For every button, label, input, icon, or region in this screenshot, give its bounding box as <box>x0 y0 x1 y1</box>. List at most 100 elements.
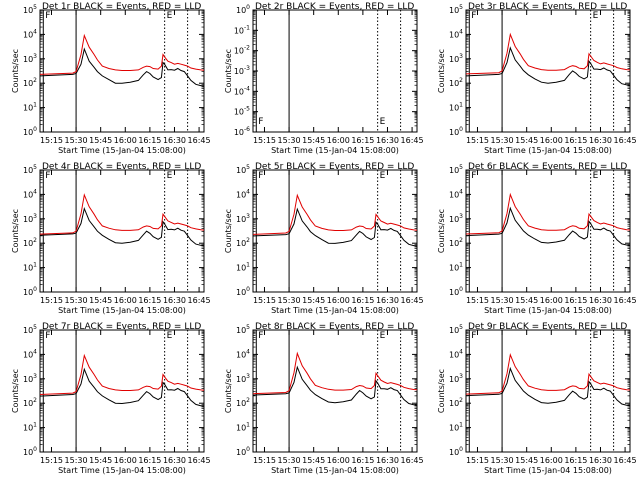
y-tick-label: 101 <box>236 422 250 433</box>
marker-label-f: F <box>471 331 476 341</box>
x-tick-label: 15:15 <box>40 136 63 145</box>
y-tick-label: 103 <box>449 373 463 384</box>
y-tick-label: 103 <box>23 53 37 64</box>
x-tick-label: 15:30 <box>65 296 88 305</box>
y-tick-label: 10-1 <box>234 24 250 35</box>
y-tick-label: 100 <box>236 286 250 297</box>
y-axis-label: Counts/sec <box>11 369 20 413</box>
panel-title: Det 1r BLACK = Events, RED = LLD <box>42 2 201 12</box>
y-tick-label: 100 <box>449 446 463 457</box>
x-tick-label: 16:30 <box>589 136 612 145</box>
plot-frame <box>252 329 418 453</box>
x-tick-label: 15:45 <box>515 296 538 305</box>
x-tick-label: 16:45 <box>188 456 211 465</box>
y-tick-label: 101 <box>449 262 463 273</box>
y-tick-label: 104 <box>236 188 250 199</box>
y-tick-label: 103 <box>23 213 37 224</box>
y-tick-label: 105 <box>449 4 463 15</box>
panel-8: Det 8r BLACK = Events, RED = LLD 100 101 10… <box>224 322 424 475</box>
y-tick-label: 104 <box>236 348 250 359</box>
x-axis-label: Start Time (15-Jan-04 15:08:00) <box>484 306 612 315</box>
series-lld <box>39 353 205 395</box>
series-events <box>252 365 418 406</box>
x-tick-label: 15:45 <box>89 296 112 305</box>
marker-label-e: E <box>167 171 173 181</box>
y-tick-label: 103 <box>449 213 463 224</box>
series-events <box>465 366 631 407</box>
y-tick-label: 10-2 <box>234 45 250 56</box>
panel-5: Det 5r BLACK = Events, RED = LLD 100 101 10… <box>224 162 424 315</box>
x-tick-label: 15:15 <box>40 296 63 305</box>
y-axis-label: Counts/sec <box>224 209 233 253</box>
x-tick-label: 16:30 <box>376 456 399 465</box>
series-events <box>465 46 631 87</box>
x-tick-label: 16:15 <box>564 296 587 305</box>
x-axis-label: Start Time (15-Jan-04 15:08:00) <box>271 146 399 155</box>
x-axis-label: Start Time (15-Jan-04 15:08:00) <box>484 466 612 475</box>
y-tick-label: 103 <box>236 373 250 384</box>
panel-title: Det 8r BLACK = Events, RED = LLD <box>255 322 414 332</box>
series-events <box>39 367 205 407</box>
y-tick-label: 100 <box>449 126 463 137</box>
x-axis-label: Start Time (15-Jan-04 15:08:00) <box>58 306 186 315</box>
x-tick-label: 15:45 <box>302 456 325 465</box>
y-tick-label: 100 <box>236 446 250 457</box>
y-axis-label: Counts/sec <box>437 369 446 413</box>
marker-label-f: F <box>258 171 263 181</box>
x-tick-label: 15:45 <box>89 136 112 145</box>
x-tick-label: 15:45 <box>515 456 538 465</box>
y-tick-label: 104 <box>23 348 37 359</box>
y-tick-label: 105 <box>236 164 250 175</box>
x-axis-label: Start Time (15-Jan-04 15:08:00) <box>271 466 399 475</box>
y-axis-label: Counts/sec <box>437 209 446 253</box>
x-tick-label: 16:45 <box>401 456 424 465</box>
y-tick-label: 105 <box>449 164 463 175</box>
series-lld <box>465 192 631 235</box>
x-tick-label: 16:45 <box>188 136 211 145</box>
marker-label-f: F <box>258 117 263 127</box>
y-tick-label: 10-4 <box>234 85 250 96</box>
panel-title: Det 2r BLACK = Events, RED = LLD <box>255 2 414 12</box>
x-tick-label: 16:00 <box>327 456 350 465</box>
series-lld <box>465 353 631 395</box>
x-tick-label: 16:45 <box>188 296 211 305</box>
x-tick-label: 15:45 <box>302 136 325 145</box>
x-tick-label: 15:45 <box>302 296 325 305</box>
x-tick-label: 16:00 <box>540 296 563 305</box>
x-tick-label: 16:30 <box>376 296 399 305</box>
x-tick-label: 15:30 <box>491 296 514 305</box>
plot-frame <box>252 9 418 133</box>
y-tick-label: 102 <box>236 397 250 408</box>
y-tick-label: 104 <box>23 188 37 199</box>
plot-frame <box>465 9 631 133</box>
x-tick-label: 16:30 <box>376 136 399 145</box>
y-tick-label: 105 <box>23 164 37 175</box>
x-tick-label: 16:45 <box>401 296 424 305</box>
x-tick-label: 15:15 <box>253 136 276 145</box>
plot-frame <box>252 169 418 293</box>
x-tick-label: 16:00 <box>114 136 137 145</box>
x-tick-label: 16:15 <box>564 456 587 465</box>
y-tick-label: 101 <box>23 102 37 113</box>
plot-frame <box>39 329 205 453</box>
panel-title: Det 6r BLACK = Events, RED = LLD <box>468 162 627 172</box>
plot-frame <box>465 329 631 453</box>
y-axis-label: Counts/sec <box>224 369 233 413</box>
series-lld <box>252 193 418 235</box>
panel-6: Det 6r BLACK = Events, RED = LLD 100 101 10… <box>437 162 637 315</box>
y-tick-label: 105 <box>23 4 37 15</box>
panel-title: Det 7r BLACK = Events, RED = LLD <box>42 322 201 332</box>
series-lld <box>252 351 418 395</box>
marker-label-e: E <box>593 11 599 21</box>
x-tick-label: 15:45 <box>89 456 112 465</box>
y-tick-label: 101 <box>449 102 463 113</box>
x-tick-label: 16:30 <box>163 296 186 305</box>
x-tick-label: 15:45 <box>515 136 538 145</box>
x-axis-label: Start Time (15-Jan-04 15:08:00) <box>271 306 399 315</box>
y-tick-label: 103 <box>449 53 463 64</box>
y-tick-label: 102 <box>449 237 463 248</box>
x-tick-label: 15:30 <box>278 456 301 465</box>
panel-1: Det 1r BLACK = Events, RED = LLD 100 101 10… <box>11 2 211 155</box>
plot-frame <box>39 9 205 133</box>
y-tick-label: 104 <box>449 188 463 199</box>
